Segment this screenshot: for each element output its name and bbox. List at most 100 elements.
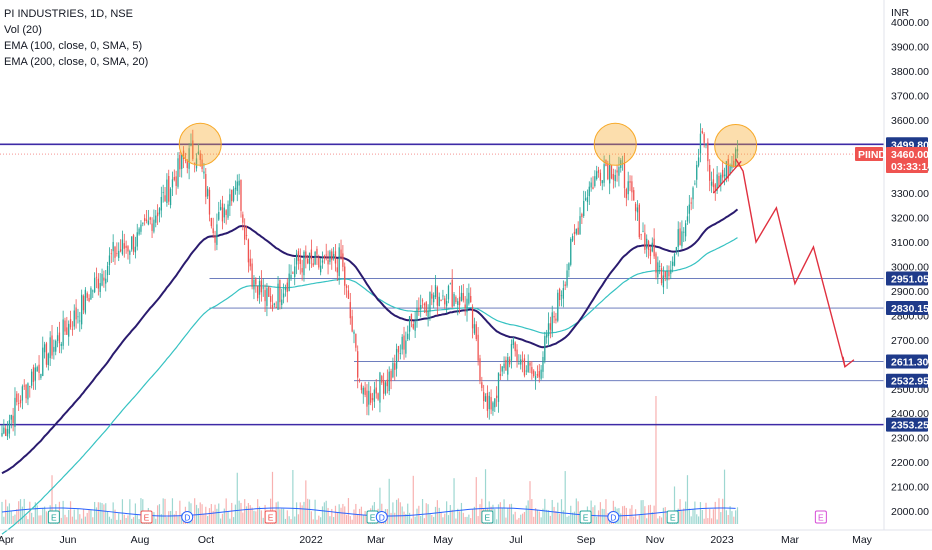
volume-bar — [575, 498, 577, 524]
price-axis[interactable]: INR4000.003900.003800.003700.003600.0035… — [855, 0, 932, 530]
candle-body — [418, 307, 420, 310]
volume-bar — [358, 508, 361, 524]
volume-bar — [688, 508, 690, 524]
price-tick-label: 3000.00 — [891, 262, 929, 274]
candle-body — [507, 357, 509, 375]
volume-bar — [38, 515, 40, 524]
candle-body — [242, 214, 244, 223]
candle-body — [334, 251, 337, 264]
candle-body — [508, 359, 511, 365]
volume-bar — [194, 498, 196, 524]
legend-title[interactable]: PI INDUSTRIES, 1D, NSE — [4, 8, 133, 20]
volume-bar — [709, 508, 711, 524]
volume-bar — [299, 502, 301, 524]
candle-body — [420, 304, 422, 310]
volume-bar — [527, 500, 529, 524]
level-tag — [886, 271, 928, 286]
candle-body — [175, 176, 177, 186]
candle-body — [571, 236, 574, 241]
volume-bar — [316, 519, 318, 524]
volume-bar — [529, 481, 531, 524]
volume-bar — [572, 512, 574, 524]
candle-body — [336, 267, 338, 273]
volume-bar — [307, 498, 309, 524]
legend-ema-100[interactable]: EMA (100, close, 0, SMA, 5) — [4, 40, 143, 52]
volume-bar — [434, 506, 437, 524]
candle-body — [12, 415, 14, 423]
volume-bar — [408, 512, 411, 524]
volume-bar — [512, 514, 514, 524]
volume-bar — [227, 511, 229, 524]
candle-body — [271, 304, 274, 309]
candle-body — [329, 251, 331, 262]
price-tick-label: 3200.00 — [891, 213, 929, 225]
candle-body — [683, 231, 685, 233]
level-tag — [886, 417, 928, 432]
legend-volume[interactable]: Vol (20) — [4, 24, 42, 36]
candle-body — [273, 303, 275, 305]
candle-body — [140, 224, 142, 232]
candle-body — [681, 231, 683, 247]
volume-bar — [479, 504, 481, 524]
candle-body — [327, 260, 329, 265]
time-tick-label: May — [433, 534, 454, 546]
volume-bar — [503, 499, 505, 524]
candle-body — [584, 198, 587, 200]
candle-body — [55, 340, 57, 352]
candle-body — [227, 204, 229, 218]
candle-body — [277, 283, 279, 310]
volume-bar — [281, 508, 283, 524]
level-tag-label: 2951.05 — [891, 273, 929, 285]
time-tick-label: Mar — [781, 534, 800, 546]
candle-body — [586, 197, 589, 202]
volume-bar — [420, 515, 422, 524]
volume-bar — [288, 516, 290, 524]
candle-body — [325, 254, 327, 256]
volume-bar — [388, 478, 390, 524]
candle-body — [320, 265, 322, 273]
volume-bar — [314, 499, 316, 524]
volume-bar — [351, 519, 353, 524]
candle-body — [181, 154, 183, 169]
candle-body — [56, 335, 59, 341]
time-axis[interactable]: Apr Jun Aug Oct 2022 Mar May Jul Sep Nov 2023 Mar Ma… — [0, 529, 932, 546]
candle-body — [14, 397, 16, 427]
volume-bar — [429, 513, 431, 524]
volume-bar — [457, 508, 459, 524]
candle-body — [51, 335, 53, 356]
candle-body — [147, 220, 150, 225]
legend-ema-200[interactable]: EMA (200, close, 0, SMA, 20) — [4, 56, 149, 68]
candle-body — [195, 158, 198, 169]
candle-body — [612, 174, 615, 180]
volume-bar — [557, 502, 559, 524]
candle-body — [101, 273, 103, 286]
candle-body — [492, 402, 494, 411]
volume-bar — [390, 512, 392, 524]
volume-bar — [192, 519, 194, 524]
candle-body — [581, 213, 583, 218]
candle-body — [34, 367, 36, 381]
candle-body — [501, 366, 503, 372]
volume-bar — [494, 509, 496, 524]
volume-bar — [414, 516, 416, 524]
volume-bar — [599, 502, 601, 524]
ema-lines — [1, 208, 739, 535]
volume-bar — [497, 504, 500, 524]
candle-body — [77, 316, 79, 318]
volume-bar — [692, 509, 694, 524]
candle-body — [264, 290, 266, 302]
candle-body — [279, 279, 281, 303]
volume-bar — [103, 504, 105, 524]
candle-body — [560, 295, 563, 297]
volume-bar — [231, 502, 233, 524]
volume-bar — [449, 504, 451, 524]
volume-bar — [436, 500, 438, 524]
candle-body — [445, 300, 448, 307]
candle-body — [118, 250, 120, 258]
volume-bar — [553, 506, 555, 524]
candle-body — [410, 313, 413, 321]
volume-bar — [392, 502, 394, 524]
candle-body — [134, 246, 137, 253]
